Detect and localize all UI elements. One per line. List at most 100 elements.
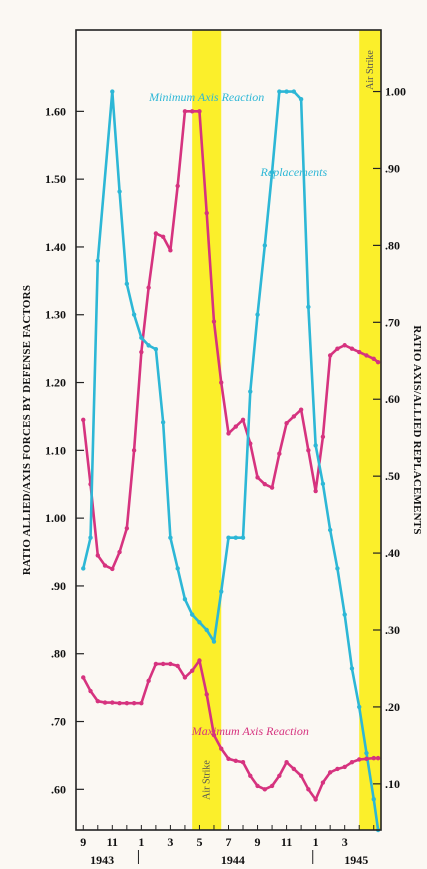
series-point-3 [88,688,93,694]
series-point-1 [269,485,275,490]
series-point-2 [306,304,311,310]
series-point-2 [269,170,275,175]
series-point-3 [277,773,282,778]
series-point-1 [146,285,151,290]
x-tick-label: 5 [196,835,202,849]
left-tick-label: .90 [51,579,66,593]
series-point-1 [102,563,108,568]
left-tick-label: 1.10 [45,443,66,457]
series-point-2 [313,443,318,448]
series-point-3 [298,773,304,778]
series-point-3 [189,668,195,673]
right-tick-label: 1.00 [385,85,406,99]
series-point-3 [233,758,238,764]
series-point-1 [189,109,195,114]
right-tick-label: .40 [385,546,400,560]
year-label: 1945 [344,853,368,867]
left-tick-label: .80 [51,647,66,661]
data-series [81,89,381,833]
series-point-1 [124,526,130,531]
series-point-2 [131,312,137,317]
series-point-1 [95,553,100,558]
year-label: 1943 [90,853,114,867]
series-point-3 [335,766,340,772]
air-strike-band-1 [192,30,222,830]
x-tick-label: 9 [80,835,86,849]
series-line-1 [81,110,380,571]
series-point-1 [327,353,333,358]
series-point-2 [284,89,289,94]
right-tick-label: .70 [385,315,400,329]
series-point-3 [182,675,188,680]
series-point-3 [327,770,333,775]
series-point-3 [291,766,297,772]
series-point-1 [262,482,268,487]
series-point-1 [357,349,362,355]
left-tick-label: .70 [51,715,66,729]
series-point-3 [240,760,246,765]
series-point-2 [175,566,180,571]
series-point-1 [364,353,369,358]
series-point-3 [375,755,381,761]
series-point-2 [342,612,347,617]
series-point-1 [342,343,347,348]
series-point-2 [255,312,260,317]
series-point-3 [211,732,217,738]
series-point-3 [139,701,144,706]
series-point-3 [175,663,180,669]
series-point-1 [291,414,297,419]
x-tick-label: 11 [281,835,292,849]
x-tick-label: 7 [226,835,232,849]
series-point-1 [81,417,86,423]
series-point-1 [153,231,159,236]
series-point-3 [102,700,108,705]
right-tick-label: .80 [385,238,400,252]
series-point-1 [284,421,289,426]
series-point-1 [277,451,282,456]
air-strike-bands: Air Strike Air Strike [192,30,381,830]
series-point-2 [95,258,100,263]
series-point-1 [313,488,318,494]
series-point-1 [211,319,217,324]
series-point-1 [117,549,122,555]
x-tick-label: 1 [138,835,144,849]
series-point-3 [255,783,260,789]
series-point-3 [342,764,347,770]
left-tick-label: 1.50 [45,172,66,186]
series-point-3 [153,661,159,667]
series-point-1 [219,380,224,385]
series-point-3 [262,787,268,792]
air-strike-band-label: Air Strike [202,760,213,800]
series-point-2 [139,335,144,340]
series-point-3 [160,661,166,667]
left-tick-label: 1.60 [45,104,66,118]
series-point-1 [233,424,238,429]
series-point-2 [160,420,166,425]
series-point-3 [95,698,100,704]
series-annotation: Replacements [260,165,328,179]
x-tick-label: 3 [167,835,173,849]
right-tick-label: .90 [385,161,400,175]
series-point-2 [81,566,86,571]
x-tick-label: 11 [107,835,118,849]
series-point-1 [139,349,144,355]
series-point-2 [197,620,202,625]
series-point-2 [262,243,268,248]
series-point-1 [335,346,340,351]
series-point-1 [204,210,209,216]
series-point-2 [240,535,246,540]
series-point-2 [189,612,195,617]
series-point-1 [298,407,304,412]
series-point-1 [226,431,231,436]
plot-frame [75,29,382,831]
left-tick-label: 1.40 [45,240,66,254]
series-point-2 [117,189,122,194]
series-point-2 [298,97,304,102]
series-point-3 [124,701,130,706]
x-tick-label: 3 [342,835,348,849]
series-point-1 [248,441,253,446]
right-tick-label: .30 [385,623,400,637]
series-point-2 [219,589,224,594]
series-point-3 [313,797,318,802]
series-point-1 [197,109,202,114]
